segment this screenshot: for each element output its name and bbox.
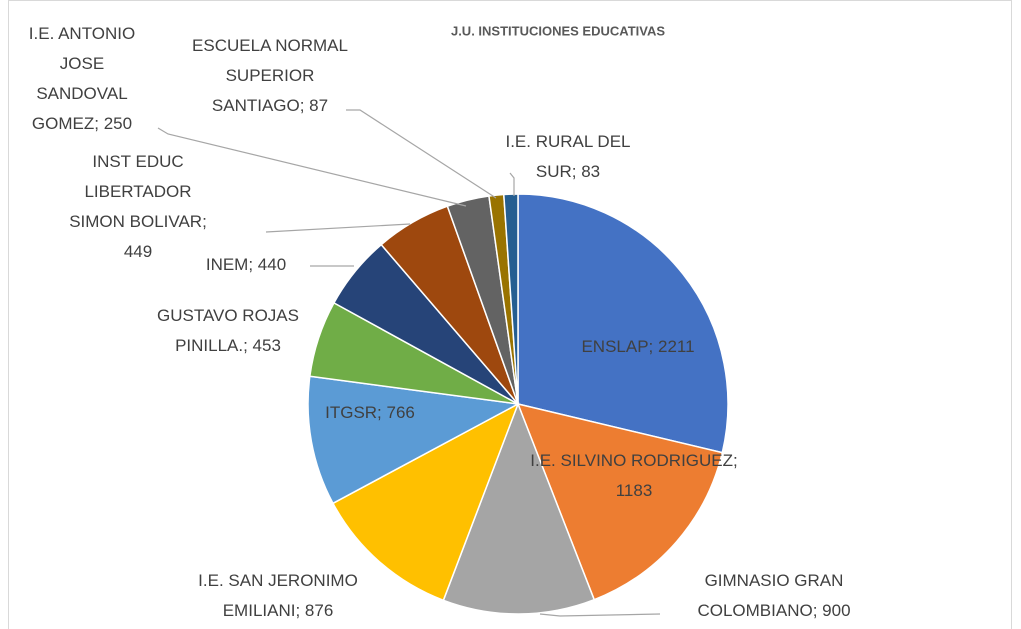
leader-line [157,127,467,207]
data-label: I.E. SAN JERONIMO EMILIANI; 876 [198,571,358,620]
chart-title: J.U. INSTITUCIONES EDUCATIVAS [451,23,665,38]
chart-frame [8,0,1012,629]
data-label: GUSTAVO ROJAS PINILLA.; 453 [157,306,299,355]
pie-slice: ENSLAP [517,193,729,454]
leader-line [346,109,497,199]
pie-slice: I.E. SILVINO RODRIGUEZ [516,402,724,601]
data-label: ESCUELA NORMAL SUPERIOR SANTIAGO; 87 [192,36,348,115]
data-label: ENSLAP; 2211 [581,337,694,356]
data-label: I.E. SILVINO RODRIGUEZ; 1183 [530,451,738,500]
pie-slice: I.E. RURAL DEL SUR [502,193,519,405]
leader-line [539,613,661,617]
data-label: INEM; 440 [206,255,286,274]
pie-slice: ITGSR [307,375,521,505]
leader-line [265,223,411,233]
data-label: GIMNASIO GRAN COLOMBIANO; 900 [697,571,850,620]
pie-slice: GIMNASIO GRAN COLOMBIANO [442,401,596,615]
data-label: ITGSR; 766 [325,403,415,422]
data-label: I.E. ANTONIO JOSE SANDOVAL GOMEZ; 250 [29,24,135,133]
pie-slice: I.E. SAN JERONIMO EMILIANI [331,402,520,602]
data-label: I.E. RURAL DEL SUR; 83 [505,132,630,181]
leader-line [509,172,515,196]
data-label: INST EDUC LIBERTADOR SIMON BOLIVAR; 449 [69,152,207,261]
